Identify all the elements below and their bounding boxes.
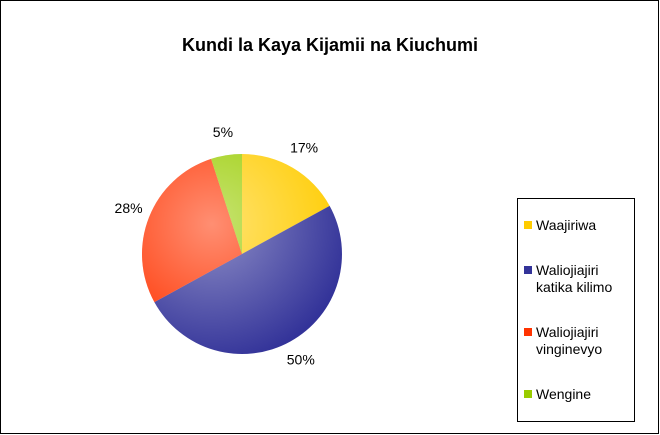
legend-item: Waajiriwa (524, 217, 628, 234)
pie-slice-shade (211, 154, 242, 254)
legend-label: Waliojiajiri vinginevyo (536, 324, 603, 357)
legend-item: Waliojiajiri vinginevyo (524, 324, 628, 358)
legend-swatch (524, 328, 532, 336)
data-label: 5% (213, 124, 233, 140)
legend-label: Waliojiajiri katika kilimo (536, 262, 613, 295)
pie-slice-shade (142, 158, 242, 303)
data-label: 50% (287, 352, 315, 368)
pie-slice-shade (242, 154, 330, 254)
legend-swatch (524, 266, 532, 274)
data-label: 28% (115, 200, 143, 216)
legend: Waajiriwa Waliojiajiri katika kilimo Walio… (517, 198, 635, 422)
chart-title: Kundi la Kaya Kijamii na Kiuchumi (182, 35, 478, 55)
legend-item: Wengine (524, 386, 628, 403)
legend-swatch (524, 221, 532, 229)
pie-slice-shade (154, 205, 342, 354)
legend-item: Waliojiajiri katika kilimo (524, 262, 628, 296)
data-label: 17% (290, 140, 318, 156)
legend-swatch (524, 390, 532, 398)
legend-label: Waajiriwa (536, 217, 597, 233)
legend-label: Wengine (536, 386, 592, 402)
